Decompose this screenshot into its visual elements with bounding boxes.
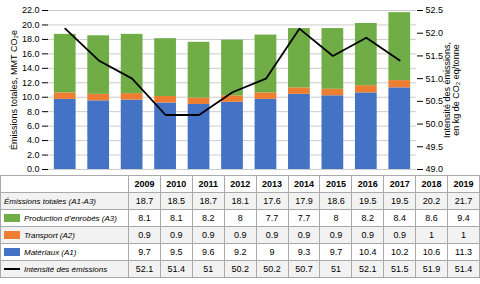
svg-text:0.0: 0.0 <box>27 164 40 174</box>
svg-text:16.0: 16.0 <box>22 49 40 59</box>
html-text:2010: 2010 <box>166 179 187 189</box>
html-text:50.2: 50.2 <box>263 264 281 274</box>
svg-text:22.0: 22.0 <box>22 5 40 15</box>
html-text:2018: 2018 <box>421 179 442 189</box>
html-text:17.6: 17.6 <box>263 196 281 206</box>
html-text:0.9: 0.9 <box>233 230 247 240</box>
svg-text:51.5: 51.5 <box>426 51 444 61</box>
svg-text:2.0: 2.0 <box>27 150 40 160</box>
html-text:0.9: 0.9 <box>393 230 406 240</box>
html-text:10.4: 10.4 <box>359 247 377 257</box>
html-text:8.1: 8.1 <box>138 213 151 223</box>
html-text:2017: 2017 <box>389 179 410 189</box>
html-text:52.1: 52.1 <box>135 264 154 274</box>
html-text:8.4: 8.4 <box>393 213 406 223</box>
svg-text:18.0: 18.0 <box>22 34 40 44</box>
html-text:20.2: 20.2 <box>422 196 441 206</box>
svg-text:12.0: 12.0 <box>22 78 40 88</box>
html-text:2009: 2009 <box>134 179 155 189</box>
svg-text:14.0: 14.0 <box>22 63 40 73</box>
svg-text:20.0: 20.0 <box>22 20 40 30</box>
html-text:51.9: 51.9 <box>422 264 441 274</box>
html-text:1: 1 <box>429 230 435 240</box>
html-text:50.2: 50.2 <box>231 264 249 274</box>
html-text:8.6: 8.6 <box>425 213 438 223</box>
html-text:2013: 2013 <box>262 179 283 189</box>
html-text:2014: 2014 <box>294 179 314 189</box>
html-text:2012: 2012 <box>230 179 251 189</box>
html-text:0.9: 0.9 <box>329 230 343 240</box>
svg-text:Émissions totales, MMT CO₂e: Émissions totales, MMT CO₂e <box>9 30 19 150</box>
svg-text:4.0: 4.0 <box>27 135 40 145</box>
html-text:10.2: 10.2 <box>390 247 409 257</box>
html-text:51: 51 <box>330 264 341 274</box>
html-text:Matériaux (A1): Matériaux (A1) <box>24 247 77 257</box>
html-text:0.9: 0.9 <box>265 230 279 240</box>
html-text:Intensité des émissions: Intensité des émissions <box>24 264 108 274</box>
html-text:21.7: 21.7 <box>454 196 473 206</box>
html-text:50.7: 50.7 <box>295 264 313 274</box>
svg-text:Intensité des émissions,en kg: Intensité des émissions,en kg de CO₂ eq/… <box>442 42 461 138</box>
html-text:19.5: 19.5 <box>390 196 409 206</box>
html-text:2016: 2016 <box>357 179 378 189</box>
html-text:9.7: 9.7 <box>138 247 151 257</box>
svg-text:6.0: 6.0 <box>27 121 40 131</box>
svg-text:49.5: 49.5 <box>426 142 444 152</box>
html-text:18.1: 18.1 <box>231 196 249 206</box>
html-text:11.3: 11.3 <box>455 247 472 257</box>
html-text:18.7: 18.7 <box>199 196 217 206</box>
html-text:18.5: 18.5 <box>167 196 186 206</box>
html-text:1: 1 <box>461 230 466 240</box>
html-text:2019: 2019 <box>453 179 474 189</box>
html-text:51: 51 <box>203 264 214 274</box>
html-text:9: 9 <box>269 247 275 257</box>
html-text:18.6: 18.6 <box>327 196 345 206</box>
html-text:8.2: 8.2 <box>202 213 215 223</box>
html-text:8.2: 8.2 <box>361 213 374 223</box>
svg-text:50.0: 50.0 <box>426 119 444 129</box>
html-text:7.7: 7.7 <box>297 213 311 223</box>
html-text:9.7: 9.7 <box>329 247 343 257</box>
html-text:51.4: 51.4 <box>167 264 186 274</box>
html-text:19.5: 19.5 <box>359 196 377 206</box>
html-text:51.4: 51.4 <box>454 264 473 274</box>
html-text:8: 8 <box>237 213 243 223</box>
html-text:8: 8 <box>333 213 339 223</box>
html-text:7.7: 7.7 <box>265 213 279 223</box>
html-text:0.9: 0.9 <box>138 230 151 240</box>
html-text:2015: 2015 <box>325 179 346 189</box>
html-text:0.9: 0.9 <box>202 230 215 240</box>
html-text:0.9: 0.9 <box>297 230 311 240</box>
svg-text:10.0: 10.0 <box>22 92 40 102</box>
html-text:9.4: 9.4 <box>457 213 470 223</box>
html-text:52.1: 52.1 <box>359 264 377 274</box>
html-text:2011: 2011 <box>198 179 218 189</box>
html-text:9.2: 9.2 <box>233 247 247 257</box>
html-text:8.1: 8.1 <box>170 213 183 223</box>
html-text:0.9: 0.9 <box>170 230 183 240</box>
html-text:9.5: 9.5 <box>170 247 183 257</box>
svg-text:52.0: 52.0 <box>426 28 444 38</box>
svg-text:49.0: 49.0 <box>426 164 444 174</box>
html-text:0.9: 0.9 <box>361 230 374 240</box>
html-text:9.3: 9.3 <box>297 247 311 257</box>
html-text:51.5: 51.5 <box>390 264 409 274</box>
svg-text:50.5: 50.5 <box>426 96 444 106</box>
html-text:10.6: 10.6 <box>422 247 441 257</box>
svg-text:52.5: 52.5 <box>426 5 444 15</box>
svg-text:51.0: 51.0 <box>426 74 444 84</box>
html-text:18.7: 18.7 <box>135 196 154 206</box>
html-text:Transport (A2): Transport (A2) <box>24 230 75 240</box>
html-text:17.9: 17.9 <box>295 196 313 206</box>
html-text:9.6: 9.6 <box>202 247 215 257</box>
html-text:Émissions totales (A1-A3): Émissions totales (A1-A3) <box>4 196 96 206</box>
svg-text:8.0: 8.0 <box>27 107 40 117</box>
html-text:Production d’enrobés (A3): Production d’enrobés (A3) <box>24 213 117 223</box>
